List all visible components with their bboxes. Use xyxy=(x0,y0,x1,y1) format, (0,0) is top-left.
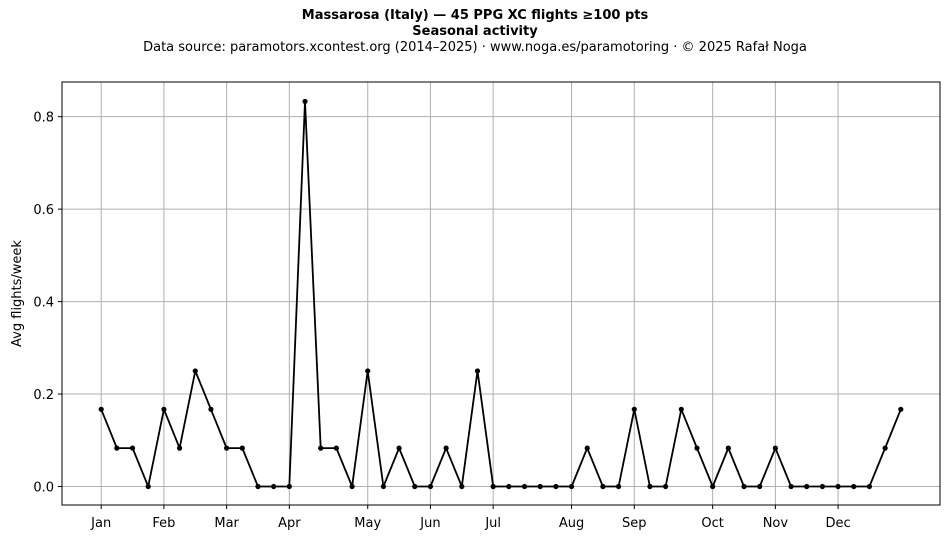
data-point xyxy=(678,406,684,412)
y-axis: 0.0 0.2 0.4 0.6 0.8 xyxy=(33,111,62,496)
data-point xyxy=(396,445,402,451)
data-point xyxy=(365,368,371,374)
data-point xyxy=(663,483,669,490)
series-line-group xyxy=(100,100,902,488)
data-point xyxy=(286,483,292,490)
data-point xyxy=(255,483,261,490)
data-point xyxy=(772,445,778,451)
data-point xyxy=(788,483,794,490)
x-tick-label: Aug xyxy=(559,516,584,531)
data-point xyxy=(459,483,465,490)
y-tick-label: 0.6 xyxy=(33,203,54,218)
data-point xyxy=(521,483,528,490)
data-point xyxy=(208,406,214,412)
chart-title: Massarosa (Italy) — 45 PPG XC flights ≥1… xyxy=(301,8,649,23)
data-point xyxy=(443,445,449,451)
data-point xyxy=(176,445,183,451)
data-point xyxy=(835,483,841,490)
chart-header: Massarosa (Italy) — 45 PPG XC flights ≥1… xyxy=(0,8,950,56)
data-point xyxy=(145,483,151,490)
data-point xyxy=(380,483,387,490)
data-point xyxy=(427,483,434,490)
data-point xyxy=(866,483,873,490)
x-tick-label: Jan xyxy=(90,516,111,531)
data-point xyxy=(224,445,230,451)
data-point xyxy=(615,483,622,490)
data-point xyxy=(741,483,747,490)
data-point xyxy=(819,483,826,490)
y-tick-label: 0.8 xyxy=(33,111,54,126)
grid-lines xyxy=(62,82,940,505)
data-point xyxy=(506,483,512,490)
data-point xyxy=(804,483,810,490)
data-point xyxy=(725,445,731,451)
x-tick-label: Mar xyxy=(214,516,239,531)
y-tick-label: 0.0 xyxy=(33,481,54,496)
data-point xyxy=(898,406,904,412)
data-point xyxy=(239,445,245,451)
x-tick-label: May xyxy=(354,516,381,531)
data-points-group xyxy=(98,98,904,490)
series-line xyxy=(100,100,902,488)
data-point xyxy=(412,483,418,490)
x-tick-label: Sep xyxy=(622,516,647,531)
data-point xyxy=(851,483,857,490)
data-point xyxy=(568,483,575,490)
data-point xyxy=(302,98,308,105)
plot-frame xyxy=(61,81,941,506)
x-tick-label: Nov xyxy=(763,516,789,531)
x-tick-label: Dec xyxy=(826,516,851,531)
y-tick-label: 0.4 xyxy=(33,296,54,311)
data-point xyxy=(349,483,355,490)
data-point xyxy=(600,483,606,490)
y-tick-label: 0.2 xyxy=(33,388,54,403)
data-point xyxy=(474,368,481,374)
data-point xyxy=(333,445,339,451)
data-point xyxy=(584,445,590,451)
data-point xyxy=(114,445,120,451)
x-tick-label: Jul xyxy=(484,516,501,531)
data-point xyxy=(161,406,167,412)
x-tick-label: Feb xyxy=(152,516,175,531)
y-axis-label: Avg flights/week xyxy=(10,240,25,347)
data-point xyxy=(271,483,277,490)
data-point xyxy=(631,406,637,412)
data-point xyxy=(192,368,198,374)
chart-source-line: Data source: paramotors.xcontest.org (20… xyxy=(143,40,807,55)
data-point xyxy=(694,445,700,451)
chart-subtitle: Seasonal activity xyxy=(412,24,538,39)
data-point xyxy=(537,483,543,490)
data-point xyxy=(318,445,324,451)
x-tick-label: Oct xyxy=(701,516,723,531)
data-point xyxy=(882,445,888,451)
x-axis: Jan Feb Mar Apr May Jun Jul Aug Sep Oct Nov Dec xyxy=(90,505,851,531)
data-point xyxy=(710,483,716,490)
x-tick-label: Jun xyxy=(419,516,440,531)
x-tick-label: Apr xyxy=(278,516,301,531)
data-point xyxy=(129,445,136,451)
data-point xyxy=(647,483,653,490)
data-point xyxy=(553,483,559,490)
data-point xyxy=(490,483,496,490)
data-point xyxy=(757,483,763,490)
data-point xyxy=(98,406,104,412)
